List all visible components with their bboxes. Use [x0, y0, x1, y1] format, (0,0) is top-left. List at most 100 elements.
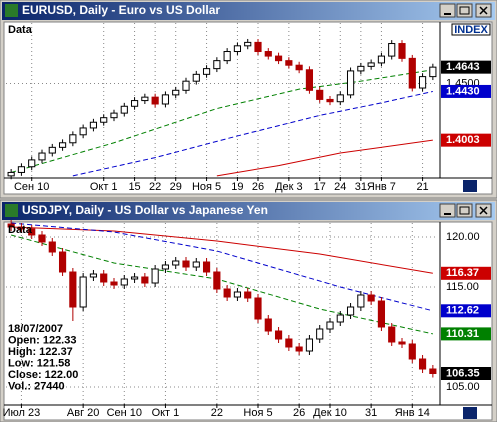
candle-body — [285, 338, 293, 348]
x-tick-label: 22 — [211, 407, 223, 419]
data-window-line: Close: 122.00 — [8, 369, 78, 381]
candle-body — [336, 314, 344, 323]
moving-average — [11, 226, 433, 274]
title-bar[interactable] — [2, 2, 495, 20]
maximize[interactable] — [456, 3, 473, 18]
candle-body — [274, 55, 283, 62]
price-tag-label: 112.62 — [446, 305, 479, 317]
candle-body — [89, 273, 98, 278]
candle-body — [89, 121, 98, 129]
x-tick-label: 26 — [293, 407, 305, 419]
price-tag-label: 106.35 — [446, 367, 480, 379]
x-tick-label: 15 — [128, 181, 140, 193]
candle-body — [151, 268, 159, 284]
y-tick-label: 115.00 — [446, 281, 479, 293]
x-tick-label: Янв 14 — [395, 407, 430, 419]
candle-body — [377, 55, 386, 64]
price-tag — [441, 327, 491, 341]
x-tick-label: 26 — [252, 181, 264, 193]
candle-body — [28, 228, 36, 236]
x-tick-label: Дек 10 — [313, 407, 347, 419]
price-tag — [441, 304, 491, 318]
x-tick-label: Янв 7 — [367, 181, 396, 193]
candle-body — [69, 271, 77, 308]
candle-body — [161, 94, 170, 105]
window-icon — [5, 4, 18, 17]
candle-body — [69, 134, 77, 144]
candle-body — [254, 41, 262, 53]
candle-body — [17, 166, 26, 173]
x-tick-label: Окт 1 — [90, 181, 118, 193]
candle-body — [305, 69, 314, 91]
x-tick-label: Окт 1 — [152, 407, 180, 419]
candle-body — [254, 297, 262, 320]
candle-body — [408, 343, 416, 360]
title-bar[interactable] — [2, 202, 495, 220]
candle-body — [418, 358, 427, 370]
candle-body — [388, 43, 396, 57]
candle-body — [377, 300, 386, 328]
candle-body — [28, 159, 36, 168]
candle-body — [100, 273, 108, 283]
scroll-button[interactable] — [463, 407, 477, 419]
price-tag — [441, 367, 491, 380]
candle-body — [100, 117, 108, 123]
data-window-line: High: 122.37 — [8, 346, 73, 358]
candle-body — [7, 223, 15, 228]
x-tick-label: 17 — [314, 181, 326, 193]
candle-body — [130, 100, 139, 107]
candle-body — [326, 321, 334, 330]
candle-body — [357, 294, 365, 308]
candle-body — [38, 234, 46, 243]
x-tick-label: Авг 20 — [67, 407, 99, 419]
x-tick-label: Дек 3 — [275, 181, 303, 193]
scroll-button[interactable] — [463, 180, 477, 192]
x-tick-label: 24 — [334, 181, 346, 193]
minimize[interactable] — [439, 203, 456, 218]
window-buttons[interactable] — [439, 203, 492, 218]
x-tick-label: 21 — [416, 181, 428, 193]
candle-body — [264, 318, 272, 332]
candle-body — [346, 306, 355, 316]
candle-body — [213, 60, 221, 70]
candle-body — [285, 60, 293, 66]
chart-area — [3, 221, 493, 421]
candle-body — [264, 51, 272, 57]
price-tag-label: 116.37 — [446, 267, 479, 279]
moving-average — [11, 69, 433, 173]
candle-body — [79, 276, 87, 308]
x-tick-label: 22 — [149, 181, 161, 193]
price-tag — [441, 60, 491, 74]
corner-label: Data — [8, 24, 33, 36]
candle-body — [418, 76, 427, 89]
price-tag — [441, 266, 491, 280]
y-tick-label: 120.00 — [446, 231, 480, 243]
candle-body — [274, 330, 283, 340]
candle-body — [192, 261, 200, 268]
x-tick-label: 31 — [355, 181, 367, 193]
candle-body — [110, 112, 118, 119]
index-box[interactable] — [451, 23, 491, 36]
window-icon — [5, 204, 18, 217]
maximize[interactable] — [456, 203, 473, 218]
data-window-line: Low: 121.58 — [8, 357, 70, 369]
candle-body — [357, 65, 365, 72]
window-buttons[interactable] — [439, 3, 492, 18]
price-tag-label: 1.4643 — [446, 61, 480, 73]
corner-label: Data — [8, 224, 33, 236]
candle-body — [141, 96, 149, 102]
candle-body — [367, 62, 375, 67]
candle-body — [151, 96, 159, 105]
minimize[interactable] — [439, 3, 456, 18]
candle-body — [202, 261, 211, 273]
x-tick-label: Ноя 5 — [192, 181, 221, 193]
candle-body — [398, 43, 406, 59]
candle-body — [141, 276, 149, 284]
candle-body — [295, 346, 303, 352]
x-tick-label: Июл 23 — [3, 407, 41, 419]
candle-body — [408, 57, 416, 89]
x-tick-label: Сен 10 — [107, 407, 142, 419]
candle-body — [172, 89, 180, 96]
price-tag-label: 1.4430 — [446, 85, 480, 97]
